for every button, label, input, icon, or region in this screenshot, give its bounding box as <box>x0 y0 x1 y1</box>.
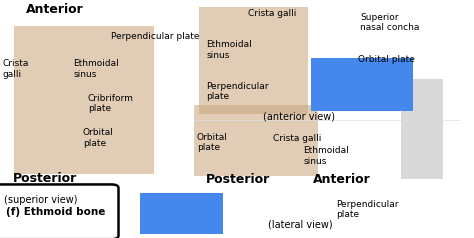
Text: Anterior: Anterior <box>313 173 371 186</box>
Text: Cribriform
plate: Cribriform plate <box>88 94 134 113</box>
Bar <box>14 26 154 174</box>
Text: Ethmoidal
sinus: Ethmoidal sinus <box>73 59 119 79</box>
Text: (f) Ethmoid bone: (f) Ethmoid bone <box>6 207 105 217</box>
Text: Ethmoidal
sinus: Ethmoidal sinus <box>303 146 349 166</box>
Bar <box>199 7 308 114</box>
Text: Crista galli: Crista galli <box>273 134 321 143</box>
Text: Anterior: Anterior <box>26 3 83 16</box>
Text: (anterior view): (anterior view) <box>263 112 335 122</box>
Text: Perpendicular
plate: Perpendicular plate <box>337 200 399 219</box>
Bar <box>140 193 223 234</box>
Text: Crista
galli: Crista galli <box>2 59 29 79</box>
Text: Orbital plate: Orbital plate <box>358 55 415 64</box>
Text: Crista galli: Crista galli <box>248 9 296 18</box>
Text: Perpendicular
plate: Perpendicular plate <box>206 82 269 101</box>
Text: Orbital
plate: Orbital plate <box>197 133 228 153</box>
Text: Orbital
plate: Orbital plate <box>83 128 114 148</box>
Bar <box>311 58 413 111</box>
Text: Perpendicular plate: Perpendicular plate <box>111 32 200 41</box>
Text: (superior view): (superior view) <box>3 195 77 205</box>
Text: Posterior: Posterior <box>13 172 77 185</box>
Text: Posterior: Posterior <box>206 173 271 186</box>
FancyBboxPatch shape <box>0 184 118 238</box>
Text: (lateral view): (lateral view) <box>268 220 332 230</box>
Bar <box>401 79 443 178</box>
Text: Ethmoidal
sinus: Ethmoidal sinus <box>206 40 252 60</box>
Text: Superior
nasal concha: Superior nasal concha <box>360 13 419 32</box>
Bar <box>194 105 318 176</box>
